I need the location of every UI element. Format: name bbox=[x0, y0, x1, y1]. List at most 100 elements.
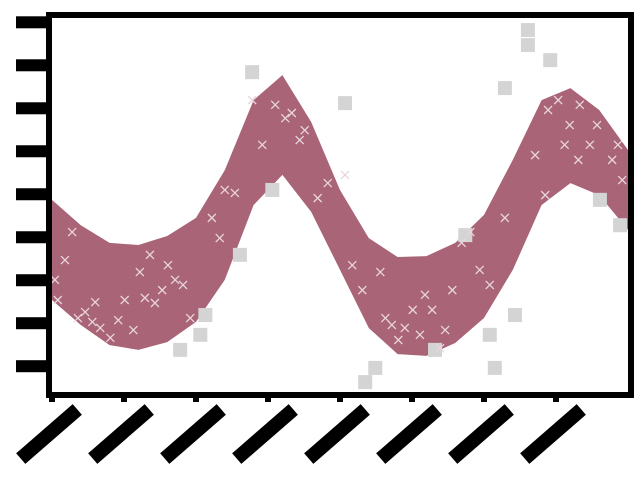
outlier-marker bbox=[520, 23, 535, 38]
redacted-label bbox=[520, 404, 586, 464]
point-marker bbox=[60, 255, 70, 265]
outlier-marker bbox=[592, 192, 607, 207]
point-marker bbox=[185, 313, 195, 323]
point-marker bbox=[617, 175, 627, 185]
point-marker bbox=[415, 330, 425, 340]
outlier-marker bbox=[198, 308, 213, 323]
outlier-marker bbox=[338, 96, 353, 111]
outlier-marker bbox=[507, 308, 522, 323]
point-marker bbox=[357, 285, 367, 295]
point-marker bbox=[400, 323, 410, 333]
point-marker bbox=[230, 188, 240, 198]
point-marker bbox=[157, 285, 167, 295]
point-marker bbox=[393, 335, 403, 345]
point-marker bbox=[607, 155, 617, 165]
outlier-marker bbox=[613, 218, 628, 233]
point-marker bbox=[435, 343, 445, 353]
outlier-marker bbox=[368, 360, 383, 375]
outlier-marker bbox=[358, 375, 373, 390]
point-marker bbox=[215, 233, 225, 243]
redacted-label bbox=[16, 188, 46, 201]
point-marker bbox=[427, 305, 437, 315]
point-marker bbox=[170, 275, 180, 285]
redacted-label bbox=[16, 59, 46, 72]
plot-area bbox=[52, 23, 628, 390]
point-marker bbox=[145, 250, 155, 260]
point-marker bbox=[220, 185, 230, 195]
redacted-label bbox=[160, 404, 226, 464]
point-marker bbox=[280, 113, 290, 123]
point-marker bbox=[287, 108, 297, 118]
redacted-label bbox=[448, 404, 514, 464]
point-marker bbox=[560, 140, 570, 150]
point-marker bbox=[207, 213, 217, 223]
point-marker bbox=[375, 267, 385, 277]
point-marker bbox=[553, 95, 563, 105]
point-marker bbox=[163, 260, 173, 270]
outlier-marker bbox=[245, 65, 260, 80]
point-marker bbox=[270, 100, 280, 110]
point-marker bbox=[295, 135, 305, 145]
point-marker bbox=[485, 280, 495, 290]
point-marker bbox=[95, 323, 105, 333]
redacted-label bbox=[16, 231, 46, 244]
point-marker bbox=[80, 307, 90, 317]
redacted-label bbox=[16, 102, 46, 115]
point-marker bbox=[500, 213, 510, 223]
point-marker bbox=[135, 267, 145, 277]
point-marker bbox=[613, 140, 623, 150]
outlier-marker bbox=[428, 342, 443, 357]
redacted-label bbox=[16, 16, 46, 29]
redacted-label bbox=[232, 404, 298, 464]
redacted-label bbox=[16, 360, 46, 373]
redacted-label bbox=[304, 404, 370, 464]
point-marker bbox=[90, 297, 100, 307]
point-marker bbox=[347, 260, 357, 270]
outlier-marker bbox=[487, 360, 502, 375]
point-marker bbox=[128, 325, 138, 335]
point-marker bbox=[340, 170, 350, 180]
point-marker bbox=[105, 333, 115, 343]
outlier-marker bbox=[497, 81, 512, 96]
point-marker bbox=[543, 105, 553, 115]
point-marker bbox=[313, 193, 323, 203]
point-marker bbox=[53, 295, 63, 305]
point-marker bbox=[52, 275, 60, 285]
point-marker bbox=[120, 295, 130, 305]
point-marker bbox=[573, 155, 583, 165]
point-marker bbox=[73, 313, 83, 323]
point-marker bbox=[447, 285, 457, 295]
point-marker bbox=[465, 227, 475, 237]
point-marker bbox=[585, 140, 595, 150]
point-marker bbox=[300, 125, 310, 135]
point-marker bbox=[67, 227, 77, 237]
point-marker bbox=[540, 190, 550, 200]
point-marker bbox=[87, 317, 97, 327]
point-marker bbox=[408, 305, 418, 315]
point-marker bbox=[257, 140, 267, 150]
outlier-marker bbox=[173, 342, 188, 357]
redacted-label bbox=[16, 404, 82, 464]
point-marker bbox=[140, 293, 150, 303]
point-marker bbox=[380, 313, 390, 323]
redacted-label bbox=[376, 404, 442, 464]
point-marker bbox=[565, 120, 575, 130]
point-marker bbox=[178, 280, 188, 290]
point-marker bbox=[440, 325, 450, 335]
outlier-marker bbox=[543, 53, 558, 68]
point-marker bbox=[575, 100, 585, 110]
outlier-marker bbox=[458, 228, 473, 243]
redacted-label bbox=[16, 274, 46, 287]
outlier-marker bbox=[232, 247, 247, 262]
point-marker bbox=[387, 320, 397, 330]
redacted-label bbox=[16, 317, 46, 330]
point-marker bbox=[323, 178, 333, 188]
redacted-label bbox=[88, 404, 154, 464]
point-marker bbox=[475, 265, 485, 275]
band-area bbox=[52, 75, 628, 356]
outlier-marker bbox=[265, 182, 280, 197]
point-marker bbox=[113, 315, 123, 325]
point-marker bbox=[530, 150, 540, 160]
